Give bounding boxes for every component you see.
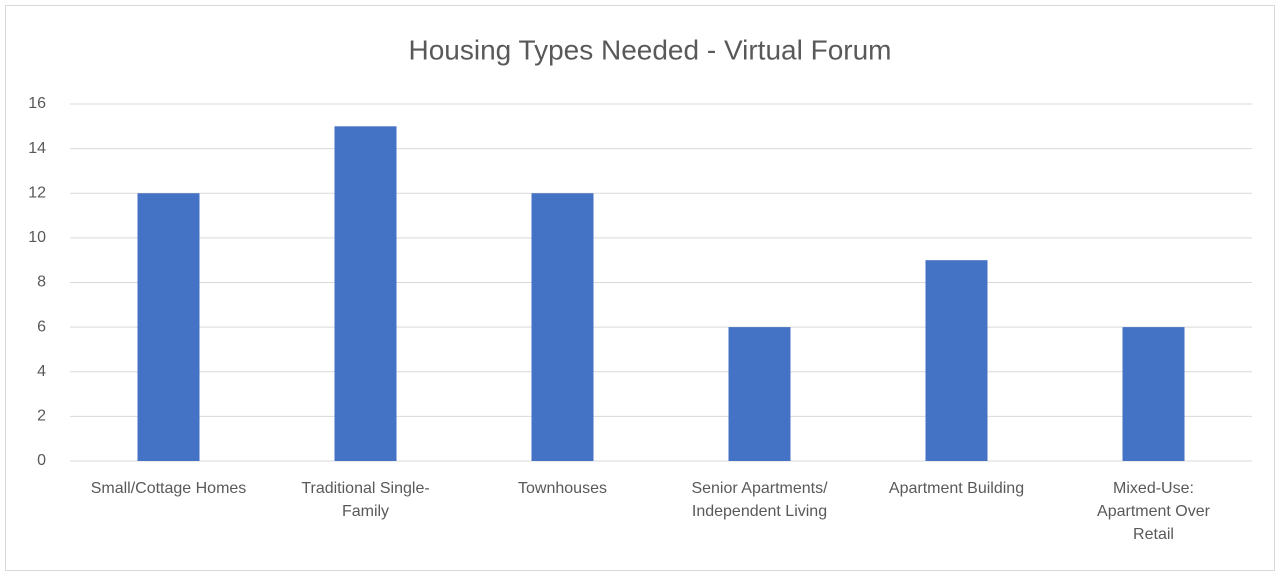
y-tick-label: 12 <box>28 184 46 201</box>
chart-frame <box>5 5 1275 571</box>
bar <box>925 260 988 461</box>
bar <box>137 193 200 461</box>
y-tick-label: 0 <box>37 452 46 469</box>
y-tick-label: 10 <box>28 229 46 246</box>
y-tick-label: 2 <box>37 408 46 425</box>
bar <box>728 327 791 461</box>
x-tick-label: Apartment Building <box>888 480 1025 497</box>
y-tick-label: 4 <box>37 363 46 380</box>
bar <box>334 126 397 461</box>
y-tick-label: 16 <box>28 95 46 112</box>
y-tick-label: 8 <box>37 274 46 291</box>
x-tick-label: Small/Cottage Homes <box>90 480 247 497</box>
x-tick-label: Traditional Single-Family <box>301 480 430 520</box>
y-tick-label: 6 <box>37 318 46 335</box>
bar <box>1122 327 1185 461</box>
y-tick-label: 14 <box>28 140 46 157</box>
bar <box>531 193 594 461</box>
x-tick-label: Townhouses <box>518 480 607 497</box>
x-tick-label: Senior Apartments/ Independent Living <box>691 480 828 520</box>
chart-title: Housing Types Needed - Virtual Forum <box>409 34 892 65</box>
x-tick-label: Mixed-Use: Apartment Over Retail <box>1097 480 1210 543</box>
